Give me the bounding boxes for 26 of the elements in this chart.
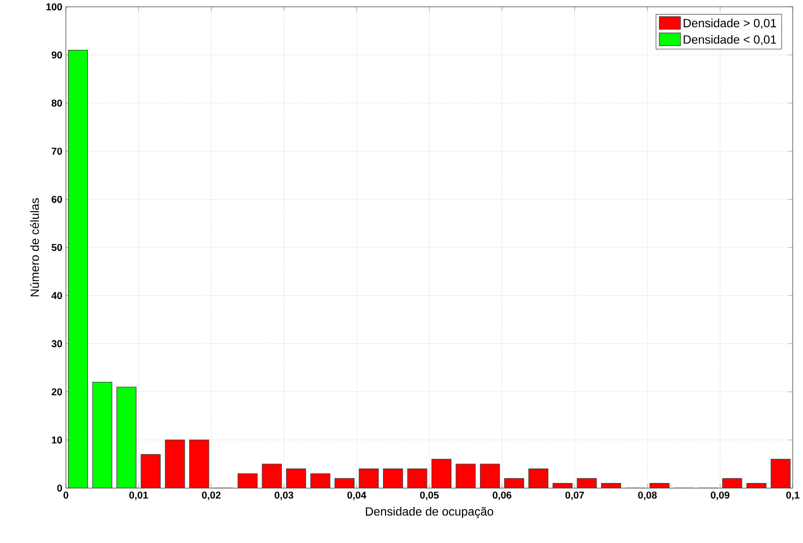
y-tick-label: 0 (57, 484, 62, 492)
x-tick-label: 0,05 (420, 492, 439, 500)
y-axis-title: Número de células (30, 198, 39, 296)
x-tick-label: 0,1 (786, 492, 800, 500)
x-tick-label: 0,06 (492, 492, 512, 500)
y-tick-label: 50 (52, 244, 62, 251)
y-tick-label: 100 (46, 3, 62, 10)
x-tick-label: 0 (64, 492, 68, 499)
x-tick-label: 0,03 (274, 492, 294, 500)
y-tick-label: 30 (52, 340, 62, 348)
y-tick-label: 90 (52, 51, 62, 58)
x-tick-label: 0,01 (129, 492, 148, 500)
x-tick-label: 0,08 (638, 492, 657, 500)
y-tick-label: 80 (52, 100, 62, 107)
y-tick-label: 60 (52, 196, 62, 203)
x-axis-title: Densidade de ocupação (366, 506, 494, 518)
x-tick-label: 0,07 (565, 492, 584, 500)
x-tick-label: 0,02 (202, 492, 221, 500)
legend-label: Densidade > 0,01 (684, 18, 776, 29)
legend-label: Densidade < 0,01 (684, 34, 776, 46)
x-tick-label: 0,04 (347, 492, 366, 500)
x-tick-label: 0,09 (710, 492, 730, 500)
y-tick-label: 40 (51, 292, 62, 300)
y-tick-label: 10 (52, 436, 62, 444)
y-tick-label: 70 (52, 148, 62, 155)
y-tick-label: 20 (52, 388, 62, 396)
